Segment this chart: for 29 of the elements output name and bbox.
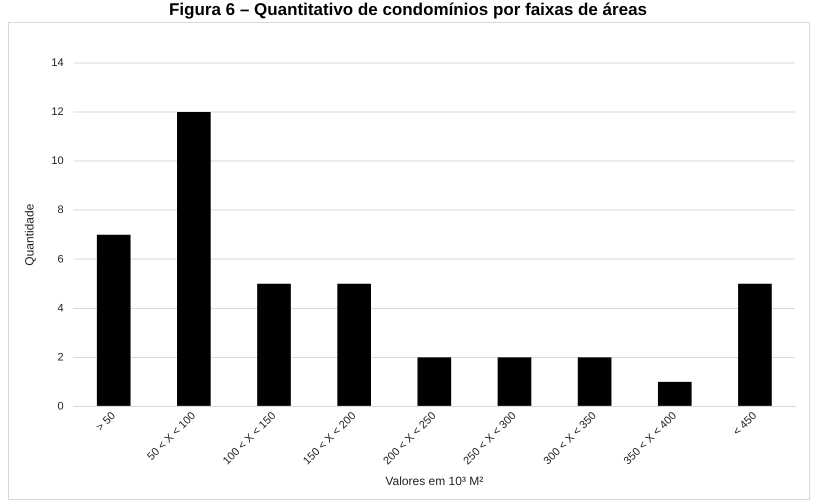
y-tick-label: 0 (58, 400, 64, 412)
x-axis-title: Valores em 10³ M² (385, 474, 484, 488)
bar (658, 382, 692, 406)
bar (257, 284, 291, 406)
bar (498, 357, 532, 406)
x-tick-label: 100 < X < 150 (220, 410, 278, 468)
x-tick-label: < 450 (731, 410, 760, 438)
x-tick-label: 150 < X < 200 (301, 410, 358, 468)
bar (417, 357, 452, 406)
y-tick-label: 6 (58, 253, 64, 266)
x-tick-label: 50 < X < 100 (145, 410, 198, 463)
bar (337, 284, 371, 406)
x-tick-label: > 50 (94, 410, 118, 434)
y-tick-label: 14 (51, 57, 64, 70)
y-tick-label: 12 (51, 106, 64, 118)
y-tick-label: 10 (51, 155, 64, 168)
bar (96, 234, 131, 406)
x-tick-label: 250 < X < 300 (461, 410, 519, 468)
y-tick-label: 4 (58, 302, 64, 314)
x-tick-label: 350 < X < 400 (622, 410, 680, 468)
x-tick-label: 200 < X < 250 (381, 410, 439, 468)
bar (738, 284, 772, 406)
y-tick-label: 2 (58, 351, 64, 364)
x-tick-label: 300 < X < 350 (542, 410, 599, 468)
chart-title: Figura 6 – Quantitativo de condomínios por faixas de áreas (168, 0, 648, 20)
y-tick-label: 8 (58, 204, 64, 216)
y-axis-title: Quantidade (22, 203, 37, 266)
bar (177, 112, 211, 406)
bar (578, 357, 612, 406)
